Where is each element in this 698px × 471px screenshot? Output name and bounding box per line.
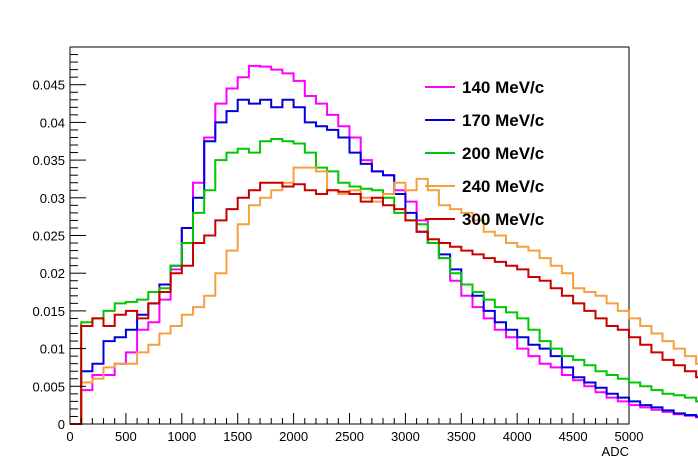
series-layer [70, 64, 698, 425]
series-line-5 [70, 181, 698, 425]
y-tick-label: 0.03 [40, 191, 65, 206]
y-tick-label: 0.025 [32, 229, 65, 244]
series-line-2 [70, 98, 698, 425]
axes: 0 500 1000 1500 2000 2500 3000 3500 4000 4500 5000… [32, 46, 644, 444]
x-tick-label: 1500 [223, 429, 252, 444]
series-line-4 [70, 166, 698, 425]
y-tick-label: 0.005 [32, 379, 65, 394]
legend-label-3: 200 MeV/c [462, 144, 544, 163]
x-tick-label: 2000 [279, 429, 308, 444]
y-tick-label: 0.015 [32, 304, 65, 319]
y-tick-label: 0.02 [40, 266, 65, 281]
x-tick-label: 500 [115, 429, 137, 444]
y-tick-label: 0 [58, 417, 65, 432]
y-tick-label: 0.01 [40, 342, 65, 357]
legend-label-5: 300 MeV/c [462, 210, 544, 229]
y-tick-label: 0.035 [32, 153, 65, 168]
x-tick-label: 4000 [503, 429, 532, 444]
y-tick-label: 0.04 [40, 115, 65, 130]
x-tick-label: 0 [66, 429, 73, 444]
x-tick-label: 3000 [391, 429, 420, 444]
legend-label-4: 240 MeV/c [462, 177, 544, 196]
x-tick-label: 5000 [615, 429, 644, 444]
x-tick-label: 4500 [559, 429, 588, 444]
legend: 140 MeV/c 170 MeV/c 200 MeV/c 240 MeV/c 300 … [425, 78, 544, 229]
x-tick-label: 2500 [335, 429, 364, 444]
legend-label-1: 140 MeV/c [462, 78, 544, 97]
legend-label-2: 170 MeV/c [462, 111, 544, 130]
x-axis-title: ADC [602, 444, 629, 459]
y-tick-label: 0.045 [32, 78, 65, 93]
x-tick-label: 1000 [167, 429, 196, 444]
x-tick-label: 3500 [447, 429, 476, 444]
